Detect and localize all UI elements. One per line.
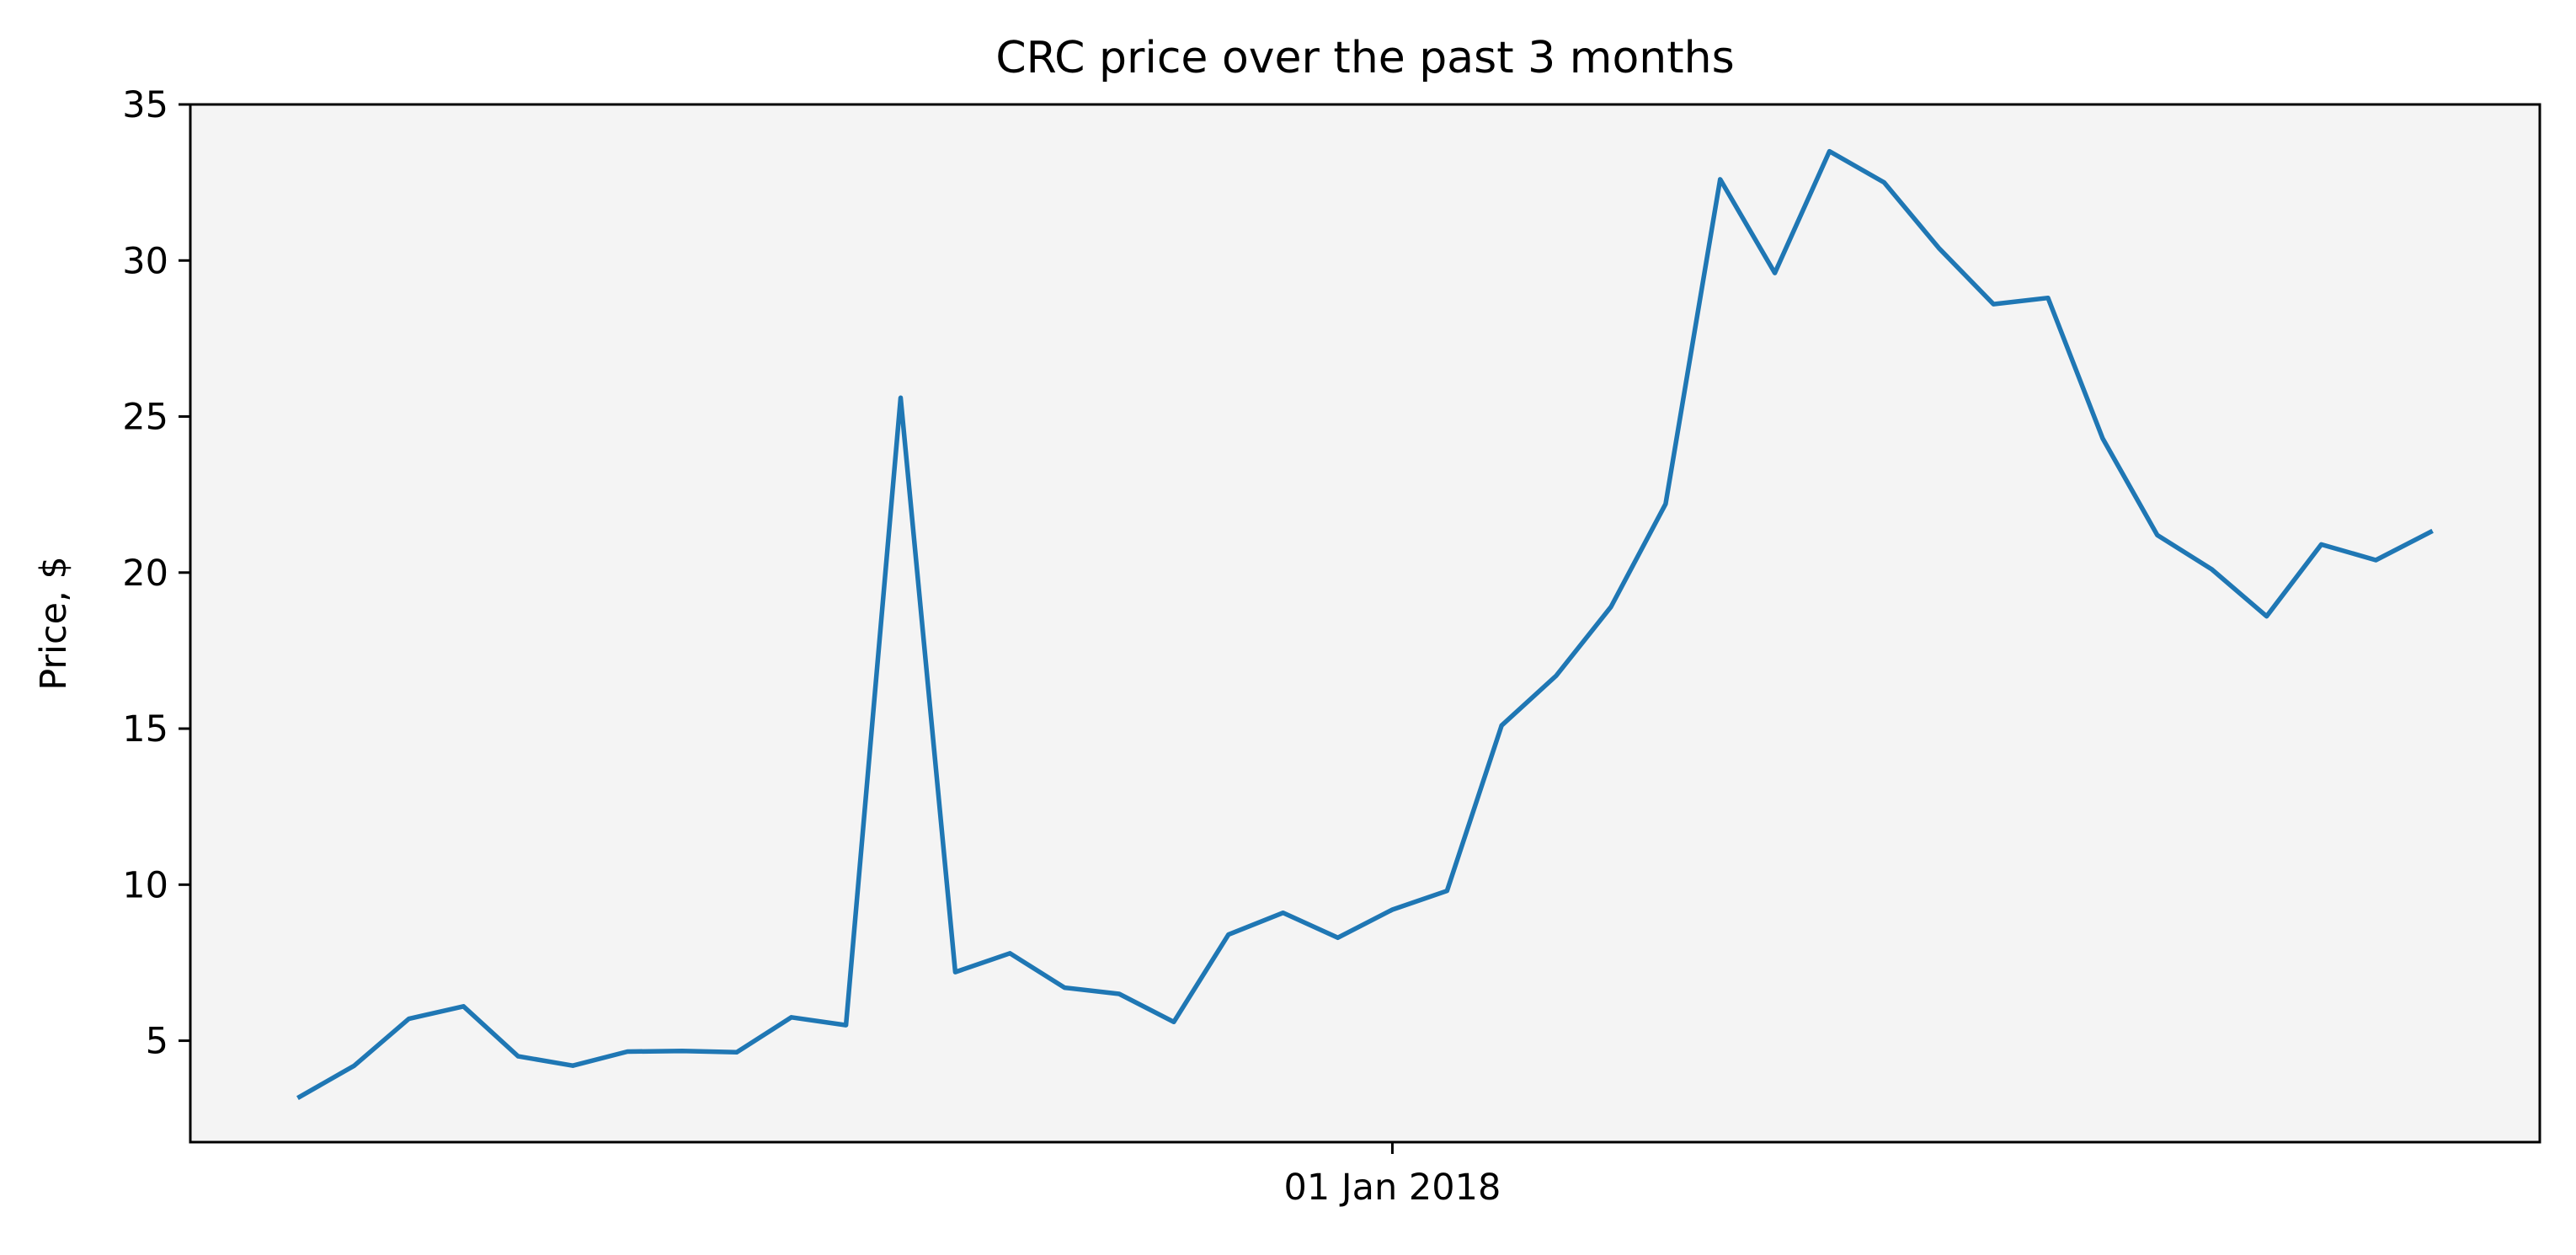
- chart-title: CRC price over the past 3 months: [995, 33, 1734, 83]
- y-tick-label: 20: [122, 553, 168, 595]
- y-tick-label: 30: [122, 240, 168, 282]
- x-axis-ticks: 01 Jan 2018: [1284, 1142, 1501, 1209]
- y-axis-ticks: 5 10 15 20 25 30 35: [122, 84, 190, 1063]
- price-series-line: [296, 148, 2434, 1101]
- y-tick-label: 15: [122, 708, 168, 750]
- y-tick-label: 25: [122, 397, 168, 439]
- y-tick-label: 35: [122, 84, 168, 126]
- y-tick-label: 10: [122, 864, 168, 906]
- plot-area-background: [190, 104, 2540, 1142]
- plot-area-frame: [189, 103, 2541, 1144]
- y-axis-title: Price, $: [33, 556, 75, 691]
- y-tick-label: 5: [146, 1021, 168, 1063]
- x-tick-label: 01 Jan 2018: [1284, 1167, 1501, 1209]
